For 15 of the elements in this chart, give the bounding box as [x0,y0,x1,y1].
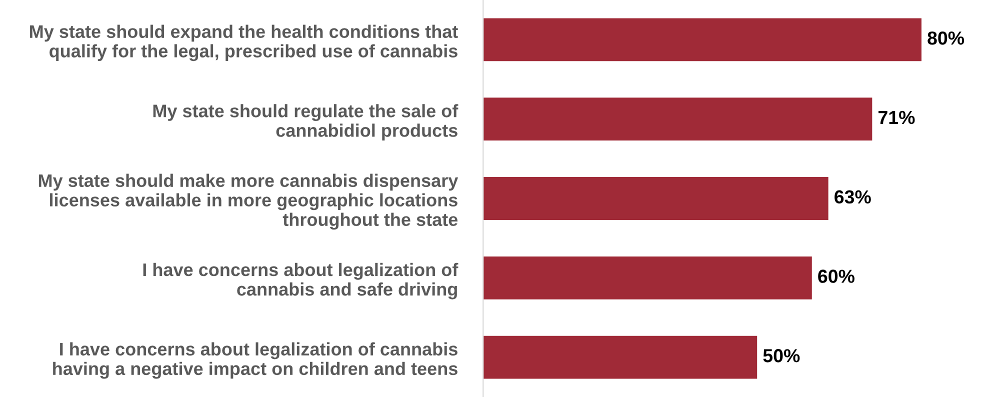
bar [483,18,922,62]
y-tick-label: My state should expand the health conditions that qualify for the legal, prescribed use of cannabis [30,24,458,62]
bar [483,177,828,220]
bar [483,256,812,300]
data-label: 63% [834,190,871,204]
y-tick-label: I have concerns about legalization of cannabis and safe driving [143,262,458,300]
bar [483,336,758,379]
data-label: 71% [878,110,915,124]
bar [483,98,872,141]
data-label: 80% [928,31,964,45]
data-label: 60% [818,270,854,283]
data-label: 50% [763,349,800,362]
y-tick-label: My state should make more cannabis dispensary licenses available in more geographic locations throughout the state [38,174,458,230]
y-tick-label: I have concerns about legalization of cannabis having a negative impact on children and teens [53,342,458,379]
y-tick-label: My state should regulate the sale of cannabidiol products [153,104,458,140]
